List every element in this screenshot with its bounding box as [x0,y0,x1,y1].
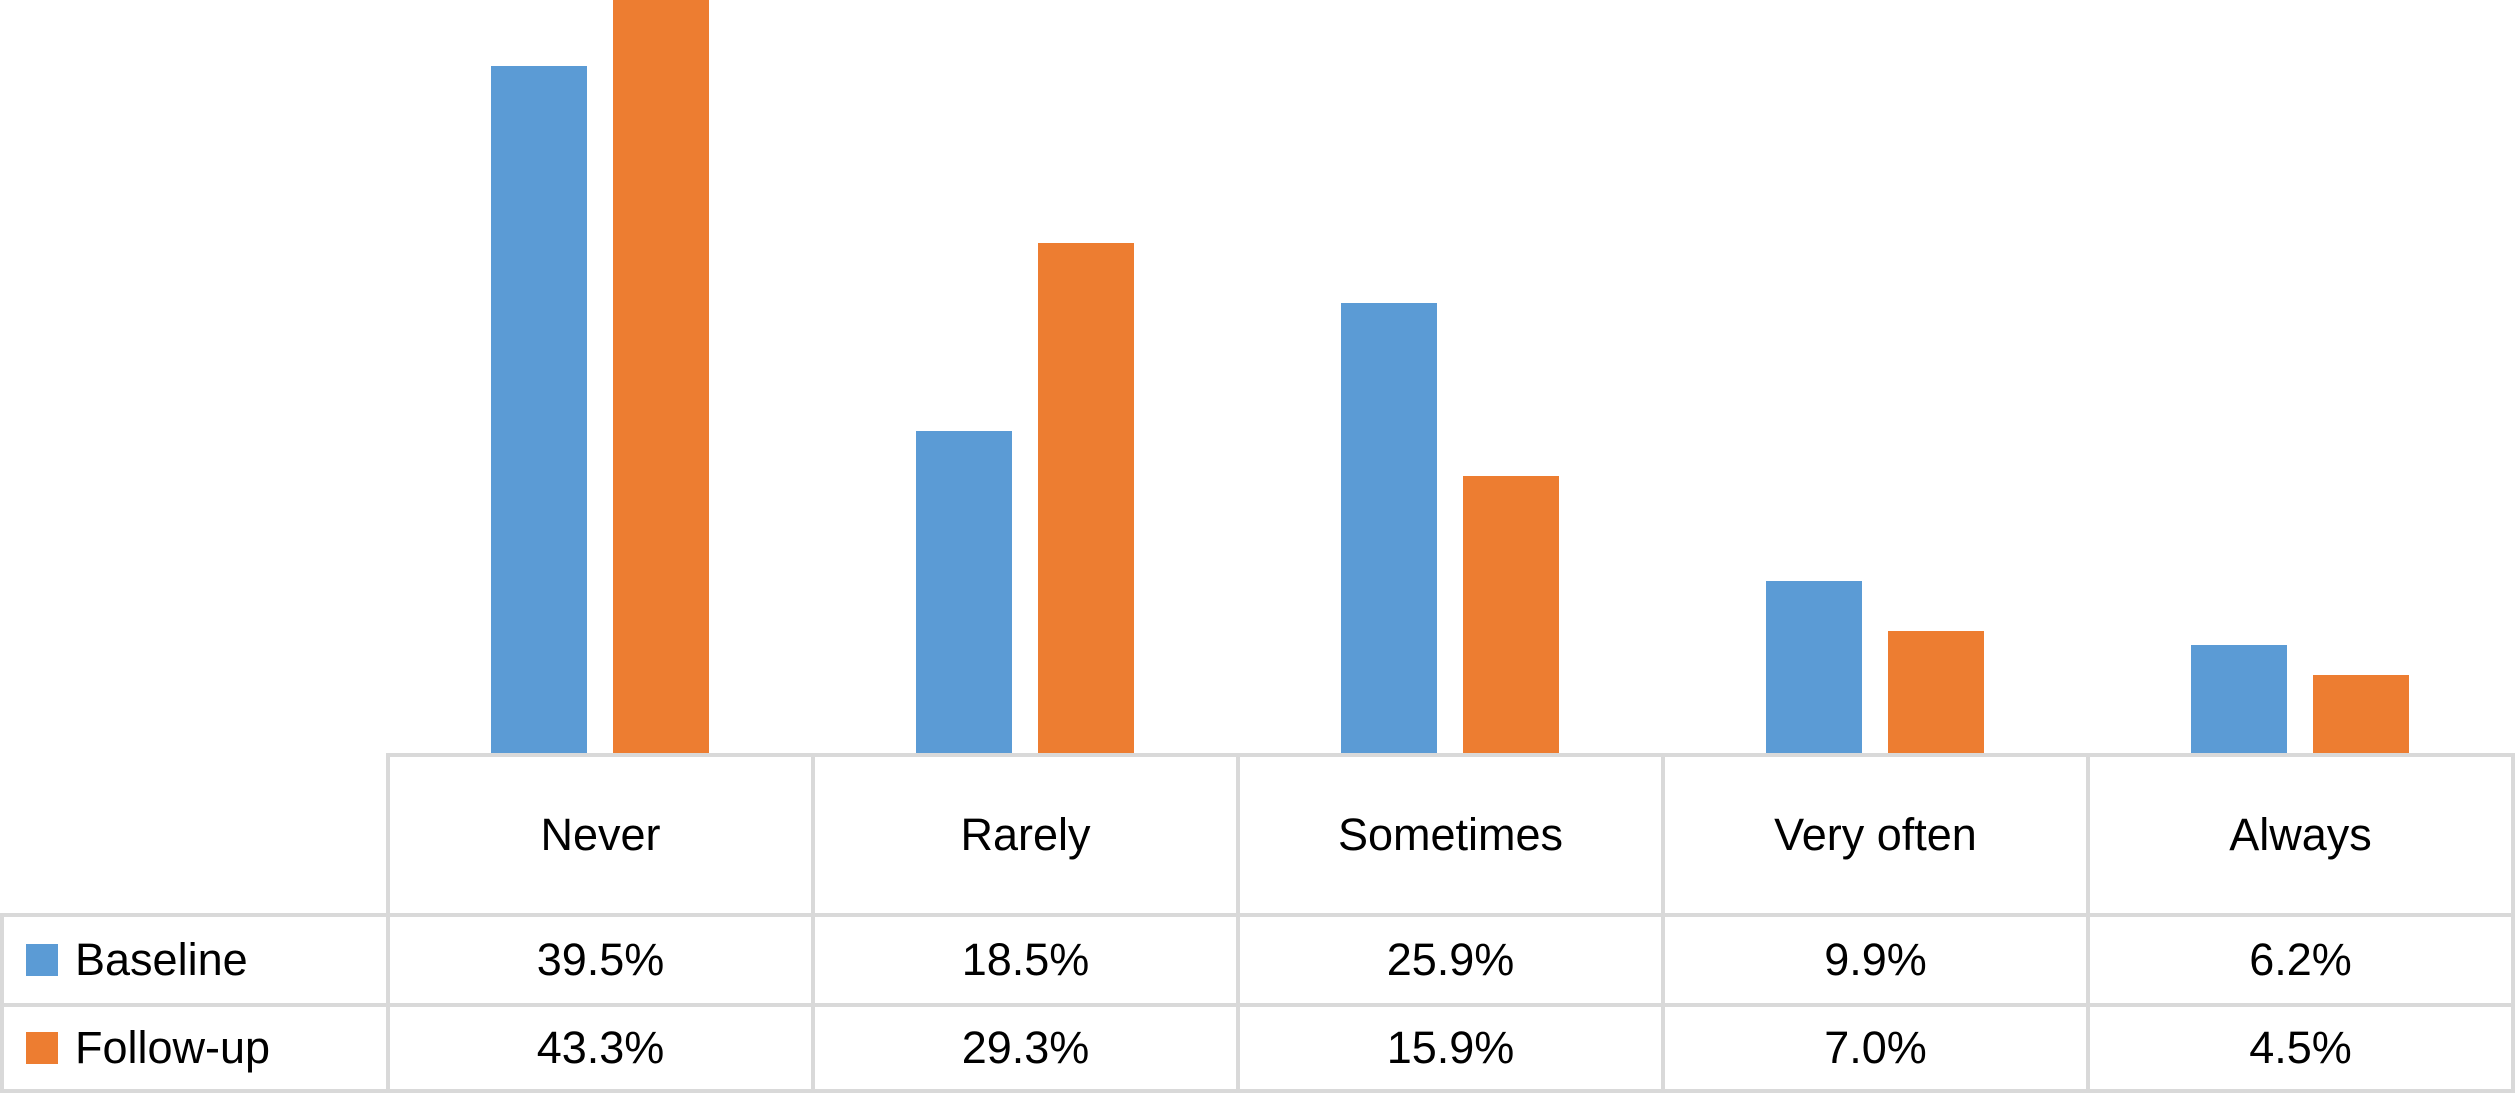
baseline-row: Baseline 39.5% 18.5% 25.9% 9.9% 6.2% [0,913,2515,1007]
value-cell-baseline-rarely: 18.5% [811,913,1240,1007]
bar-follow-up-always [2313,675,2409,753]
bar-baseline-rarely [916,431,1012,753]
followup-legend-cell: Follow-up [0,1003,390,1093]
followup-legend-label: Follow-up [75,1022,271,1073]
header-spacer-cell [2,755,388,915]
followup-legend-swatch-icon [26,1032,58,1064]
baseline-legend-cell: Baseline [0,913,390,1007]
bar-baseline-always [2191,645,2287,753]
bar-follow-up-sometimes [1463,476,1559,753]
value-cell-followup-very-often: 7.0% [1661,1003,2090,1093]
data-table: Never Rarely Sometimes Very often Always… [0,753,2515,1093]
category-header-sometimes: Sometimes [1236,753,1665,917]
bar-baseline-sometimes [1341,303,1437,753]
baseline-legend-label: Baseline [75,934,248,985]
value-cell-followup-sometimes: 15.9% [1236,1003,1665,1093]
value-cell-followup-rarely: 29.3% [811,1003,1240,1093]
baseline-legend-swatch-icon [26,944,58,976]
value-cell-baseline-very-often: 9.9% [1661,913,2090,1007]
bar-follow-up-very-often [1888,631,1984,753]
bar-chart-plot [491,0,2409,753]
category-header-rarely: Rarely [811,753,1240,917]
value-cell-baseline-never: 39.5% [386,913,815,1007]
bar-follow-up-rarely [1038,243,1134,753]
category-header-very-often: Very often [1661,753,2090,917]
bar-follow-up-never [613,0,709,753]
bar-baseline-never [491,66,587,753]
category-header-never: Never [386,753,815,917]
value-cell-baseline-sometimes: 25.9% [1236,913,1665,1007]
category-header-row: Never Rarely Sometimes Very often Always [2,753,2515,917]
value-cell-baseline-always: 6.2% [2086,913,2515,1007]
value-cell-followup-never: 43.3% [386,1003,815,1093]
bar-baseline-very-often [1766,581,1862,753]
value-cell-followup-always: 4.5% [2086,1003,2515,1093]
category-header-always: Always [2086,753,2515,917]
followup-row: Follow-up 43.3% 29.3% 15.9% 7.0% 4.5% [0,1003,2515,1093]
